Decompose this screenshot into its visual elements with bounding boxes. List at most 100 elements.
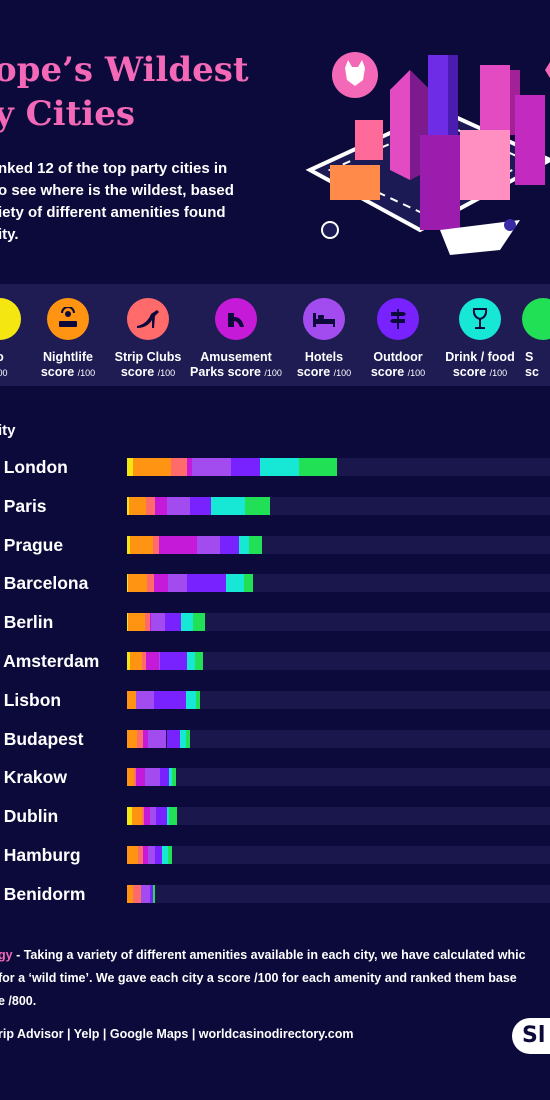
category-label: Outdoor score /100	[370, 350, 426, 379]
category-hotels: Hotels score /100	[274, 298, 374, 381]
bar-segment	[161, 846, 168, 864]
bar-segment	[138, 846, 143, 864]
bar-segment	[172, 768, 176, 787]
bar-segment	[127, 884, 133, 903]
bar-segment	[155, 846, 162, 864]
bar-segment	[127, 652, 131, 670]
bar-track	[127, 613, 550, 632]
bar-track	[127, 846, 550, 864]
city-row: . London	[0, 456, 550, 478]
bar-segment	[149, 613, 152, 632]
bar-segment	[127, 807, 132, 826]
category-nightlife: Nightlife score /100	[18, 298, 118, 381]
bar-segment	[147, 574, 155, 593]
city-row: . Barcelona	[0, 572, 550, 594]
bar-segment	[140, 884, 150, 903]
bar-segment	[298, 458, 337, 476]
city-label: . Budapest	[0, 728, 84, 749]
bar-segment	[131, 807, 142, 826]
bar-segment	[148, 729, 167, 748]
bar-segment	[180, 729, 186, 748]
city-label: . Amsterdam	[0, 651, 100, 671]
bar-segment	[127, 574, 129, 593]
bar-segment	[168, 768, 173, 787]
bar-segment	[185, 690, 196, 709]
bar-segment	[166, 729, 181, 748]
category-label: Nightlife score /100	[40, 350, 96, 379]
city-row: . Prague	[0, 534, 550, 556]
category-casino: o100	[0, 298, 50, 381]
dj-icon	[47, 298, 89, 340]
category-label: o100	[0, 350, 8, 378]
city-label: . Dublin	[0, 806, 59, 827]
bar-segment	[128, 496, 146, 515]
bar-segment	[142, 846, 149, 864]
bar-segment	[159, 768, 169, 787]
city-row: . Hamburg	[0, 844, 550, 866]
bar-segment	[141, 807, 144, 826]
city-label: . Krakow	[0, 767, 67, 788]
intro-line-2: o see where is the wildest, based	[0, 182, 234, 199]
city-label: . Barcelona	[0, 573, 89, 594]
bar-segment	[185, 729, 191, 748]
bar-segment	[167, 574, 188, 593]
bar-segment	[230, 458, 261, 476]
casino-icon	[0, 298, 21, 340]
bar-segment	[167, 846, 173, 864]
bar-segment	[127, 846, 139, 864]
bar-segment	[127, 458, 133, 476]
bar-track	[127, 458, 550, 476]
bar-segment	[128, 574, 148, 593]
brand-logo: Sl	[512, 1018, 550, 1054]
devil-badge-icon	[332, 52, 378, 98]
city-row: . Krakow	[0, 766, 550, 788]
bar-segment	[142, 729, 149, 748]
bar-segment	[238, 535, 249, 554]
intro-text: nked 12 of the top party cities in o see…	[0, 158, 268, 246]
city-label: . Prague	[0, 534, 64, 555]
bar-segment	[151, 613, 165, 632]
bar-segment	[137, 729, 143, 748]
bar-track	[127, 496, 550, 515]
title-line-2: y Cities	[0, 94, 135, 134]
bar-segment	[164, 613, 181, 632]
city-label: . Paris	[0, 495, 47, 516]
bar-segment	[143, 807, 150, 826]
bar-segment	[171, 458, 187, 476]
partial-icon	[522, 298, 550, 340]
methodology-line-2: for a ‘wild time’. We gave each city a s…	[0, 971, 517, 985]
category-label: Strip Clubs score /100	[114, 350, 182, 379]
bar-track	[127, 807, 550, 826]
bar-segment	[219, 535, 239, 554]
bar-segment	[180, 613, 194, 632]
bar-segment	[168, 807, 177, 826]
category-amusement-parks: Amusement Parks score /100	[186, 298, 286, 381]
bar-segment	[154, 496, 168, 515]
city-illustration	[305, 52, 550, 255]
city-row: . Paris	[0, 495, 550, 517]
bar-segment	[127, 496, 129, 515]
bar-segment	[211, 496, 245, 515]
bar-segment	[154, 690, 186, 709]
intro-line-4: ity.	[0, 226, 19, 243]
bar-segment	[152, 884, 156, 903]
intro-line-1: nked 12 of the top party cities in	[0, 160, 228, 177]
bar-segment	[127, 613, 129, 632]
bar-segment	[154, 574, 168, 593]
bar-segment	[145, 768, 160, 787]
category-drink-food: Drink / food score /100	[430, 298, 530, 381]
bar-segment	[136, 768, 146, 787]
bar-segment	[127, 768, 134, 787]
bar-segment	[132, 884, 141, 903]
city-row: . Berlin	[0, 611, 550, 633]
bar-segment	[158, 535, 197, 554]
methodology-line-1: - Taking a variety of different amenitie…	[12, 948, 526, 962]
bar-track	[127, 652, 550, 670]
bar-segment	[133, 768, 137, 787]
bar-track	[127, 884, 550, 903]
bar-segment	[189, 496, 212, 515]
bar-segment	[128, 613, 146, 632]
bar-segment	[127, 729, 138, 748]
